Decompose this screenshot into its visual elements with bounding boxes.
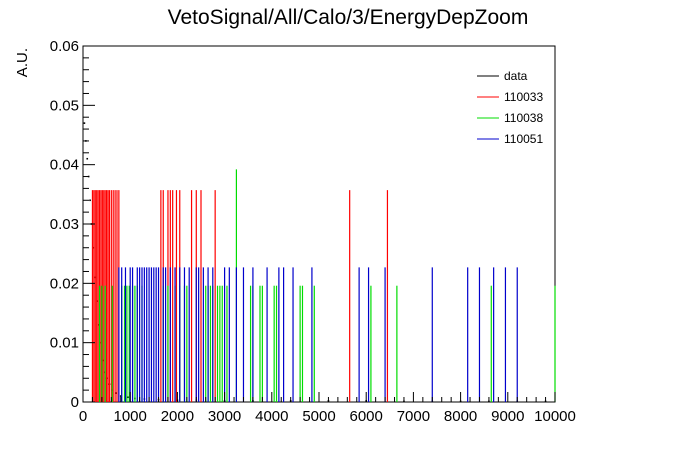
data-point [119,395,122,397]
series-data [83,122,547,403]
x-tick-label: 8000 [444,408,477,425]
x-tick-label: 6000 [350,408,383,425]
x-tick-label: 3000 [208,408,241,425]
series-110051 [118,267,518,402]
legend-label: 110051 [504,132,543,146]
x-tick-label: 10000 [534,408,576,425]
x-tick-label: 9000 [491,408,524,425]
x-tick-label: 7000 [397,408,430,425]
y-tick-label: 0.01 [50,335,79,352]
x-tick-label: 2000 [161,408,194,425]
y-tick-label: 0.05 [50,97,79,114]
y-tick-label: 0.04 [50,157,79,174]
data-point [89,199,91,202]
y-axis-label: A.U. [14,48,31,77]
y-tick-label: 0 [71,394,79,411]
series-110038 [98,169,556,402]
data-point [127,396,129,399]
data-point [83,122,86,124]
x-tick-label: 4000 [255,408,288,425]
x-tick-label: 1000 [114,408,147,425]
plot-area: 0 1000 2000 3000 4000 5000 6000 7000 8000 9000 100… [50,38,576,425]
y-tick-label: 0.06 [50,38,79,55]
y-tick-label: 0.02 [50,275,79,292]
x-tick-label: 0 [79,408,87,425]
data-point [115,392,117,394]
legend-label: 110033 [504,90,543,104]
x-tick-label: 5000 [302,408,335,425]
data-point [86,157,89,160]
chart-title: VetoSignal/All/Calo/3/EnergyDepZoom [168,6,529,29]
legend-label: 110038 [504,111,543,125]
y-tick-label: 0.03 [50,216,79,233]
legend-label: data [504,69,528,83]
legend: data 110033 110038 110051 [477,69,543,146]
